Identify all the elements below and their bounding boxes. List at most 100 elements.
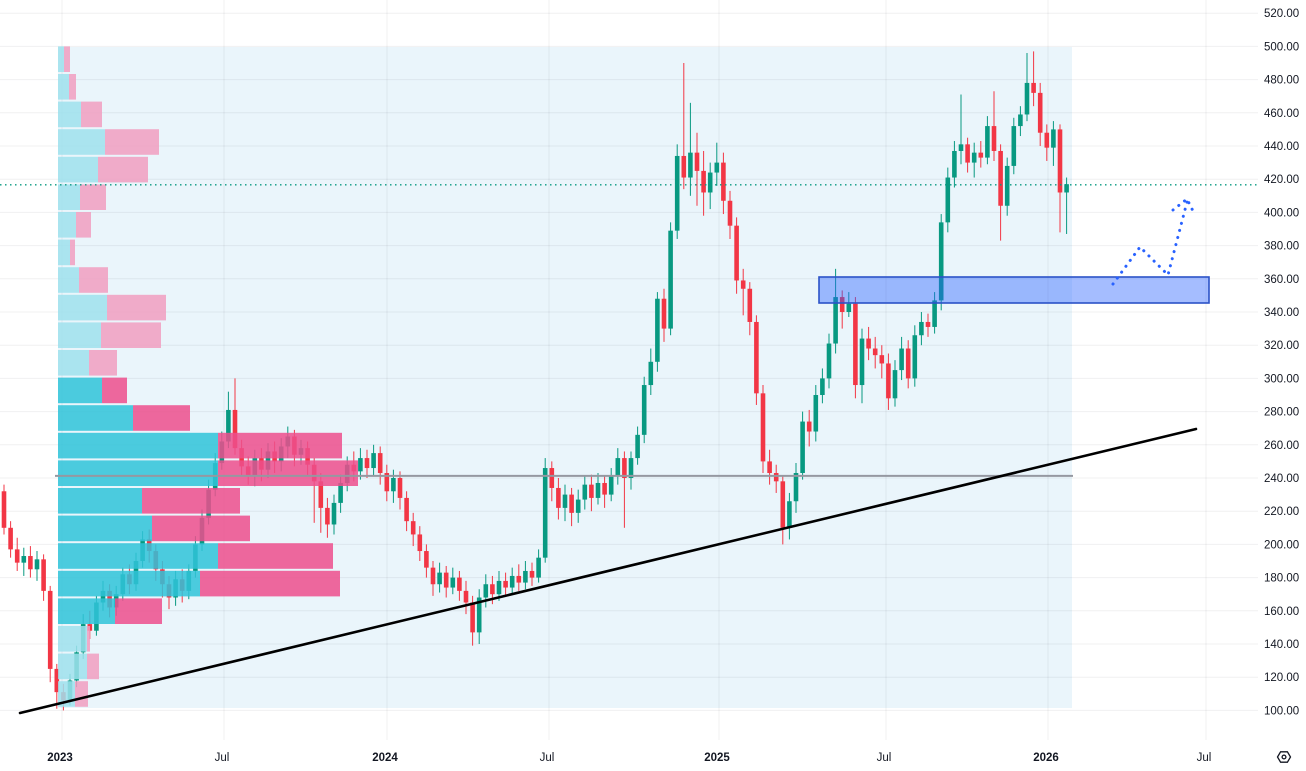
price-axis-label: 380.00 [1264, 241, 1299, 253]
candle [846, 292, 852, 317]
price-axis-label: 220.00 [1264, 506, 1299, 518]
candle-body [589, 484, 594, 498]
candle [364, 449, 370, 478]
candle [727, 190, 733, 239]
candle-body [318, 481, 324, 508]
candle [872, 336, 878, 369]
volume-profile[interactable] [58, 46, 358, 707]
time-axis-month-label: Jul [877, 752, 892, 764]
candle [34, 551, 40, 581]
vp-buy-bar [58, 350, 89, 376]
projection-arrow-drawing[interactable] [1111, 196, 1197, 286]
candle-body [424, 551, 429, 568]
candle [707, 162, 713, 210]
gear-center-dot [1281, 754, 1287, 760]
candle [740, 268, 746, 316]
vp-sell-bar [200, 570, 340, 597]
candle-body [364, 458, 370, 469]
trendline[interactable] [18, 427, 1198, 715]
vp-buy-bar [58, 543, 218, 569]
price-axis-label: 460.00 [1264, 108, 1299, 120]
candle [839, 290, 845, 329]
price-axis-label: 520.00 [1264, 8, 1299, 20]
candle [1057, 124, 1063, 233]
candle-body [938, 222, 944, 301]
vp-sell-bar [70, 239, 75, 266]
candle [754, 315, 759, 405]
candle-body [661, 298, 667, 329]
price-axis-label: 100.00 [1264, 705, 1299, 717]
candle-body [622, 458, 627, 478]
candle [437, 562, 442, 593]
candle-body [945, 177, 951, 223]
axis-settings-gear-icon[interactable] [1276, 751, 1292, 763]
candle [1004, 157, 1010, 216]
vp-sell-bar [81, 101, 102, 128]
candle-body [1, 491, 7, 528]
candle [602, 476, 607, 508]
vp-sell-bar [152, 515, 250, 542]
vp-sell-bar [133, 405, 190, 431]
time-axis[interactable]: 2023 Jul 2024 Jul 2025 Jul 2026 Jul [47, 752, 1211, 764]
candle-body [483, 584, 489, 598]
candle-body [978, 152, 984, 158]
candle-body [998, 150, 1003, 206]
candle [542, 458, 548, 563]
candle-body [905, 348, 911, 379]
candle [912, 325, 918, 387]
candle [1, 484, 7, 535]
candle-body [549, 468, 555, 488]
candle-body [397, 478, 403, 498]
candle [681, 63, 687, 190]
vp-buy-bar [58, 101, 81, 128]
candle-body [490, 584, 495, 595]
candle-body [21, 556, 27, 563]
candle-body [701, 170, 706, 193]
candle [443, 565, 449, 598]
candle [476, 589, 482, 644]
candle [536, 549, 541, 583]
candle [661, 288, 667, 342]
candle [760, 385, 766, 474]
candle [714, 142, 720, 186]
candle [589, 474, 594, 512]
candle-body [41, 559, 46, 591]
candle [1031, 51, 1036, 107]
vp-buy-bar [58, 322, 101, 348]
candle [371, 444, 376, 477]
candle-body [648, 361, 654, 386]
support-zone-rectangle[interactable] [818, 276, 1210, 304]
candlesticks [1, 51, 1069, 711]
vp-sell-bar [64, 46, 70, 72]
price-axis[interactable]: 520.00 500.00 480.00 460.00 440.00 420.00 400.… [1264, 8, 1299, 717]
candle [582, 476, 588, 510]
vp-buy-bar [58, 377, 102, 404]
candle-body [569, 494, 574, 513]
candle-body [1011, 126, 1017, 166]
candle-body [509, 575, 515, 588]
candle [780, 476, 786, 545]
candle [496, 570, 502, 601]
candle-body [575, 499, 581, 513]
candle [919, 312, 924, 346]
vp-sell-bar [76, 212, 91, 238]
vp-buy-bar [58, 294, 107, 321]
time-axis-year-label: 2023 [47, 752, 73, 764]
candle-body [859, 338, 865, 386]
vp-sell-bar [115, 598, 162, 624]
candle [21, 547, 27, 576]
candle-body [641, 385, 647, 435]
candle-body [787, 501, 792, 528]
candle [562, 484, 568, 522]
price-axis-label: 240.00 [1264, 473, 1299, 485]
candle [450, 567, 456, 595]
candle-body [28, 556, 33, 570]
candle-body [813, 395, 819, 432]
candle-body [971, 152, 977, 163]
vp-buy-bar [58, 598, 115, 624]
candle-body [740, 280, 746, 289]
vp-sell-bar [218, 460, 358, 486]
candle [516, 564, 522, 591]
candle [410, 512, 416, 547]
